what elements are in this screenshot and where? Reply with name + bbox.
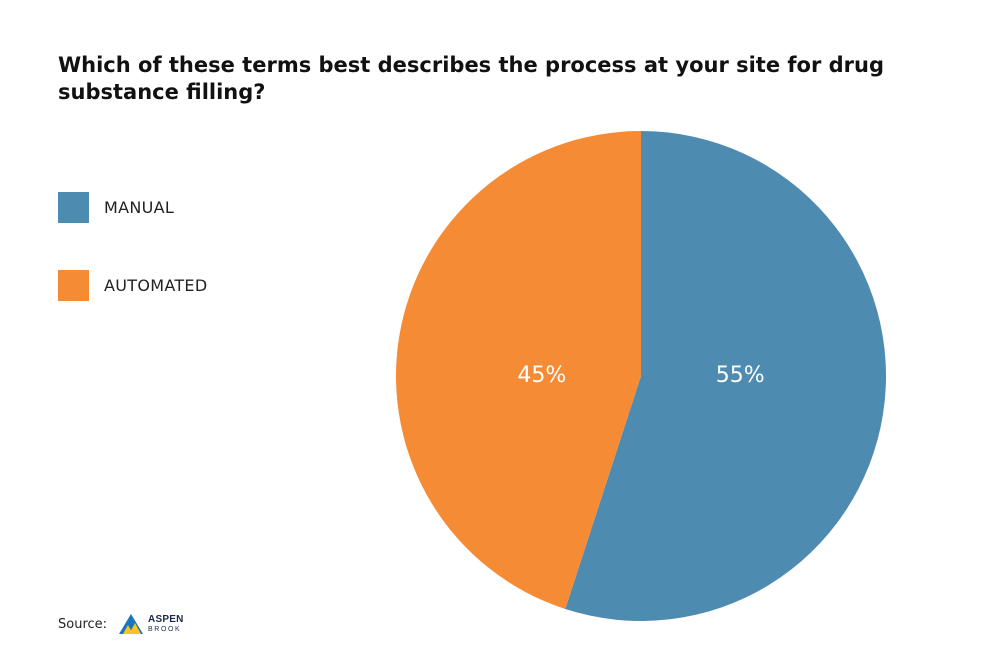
- legend-swatch-automated: [58, 270, 89, 301]
- logo-text-brook: BROOK: [148, 626, 182, 633]
- pie-slice-automated: [396, 131, 641, 610]
- chart-title: Which of these terms best describes the …: [58, 53, 885, 104]
- source-label: Source:: [58, 616, 108, 632]
- legend-label-automated: AUTOMATED: [104, 276, 208, 295]
- source-footer: Source: ASPEN BROOK: [58, 612, 183, 636]
- slice-label-automated: 45%: [517, 363, 566, 388]
- aspen-brook-logo-icon: [119, 614, 144, 634]
- legend-swatch-manual: [58, 192, 89, 223]
- pie-slice-manual: [565, 131, 887, 622]
- slice-label-manual: 55%: [716, 363, 765, 388]
- logo-text-aspen: ASPEN: [148, 614, 184, 625]
- legend-label-manual: MANUAL: [104, 198, 175, 217]
- legend-item-manual: MANUAL: [58, 192, 174, 223]
- logo-text: ASPEN BROOK: [148, 614, 184, 634]
- legend-item-automated: AUTOMATED: [58, 270, 207, 301]
- aspen-brook-logo: ASPEN BROOK: [117, 612, 183, 636]
